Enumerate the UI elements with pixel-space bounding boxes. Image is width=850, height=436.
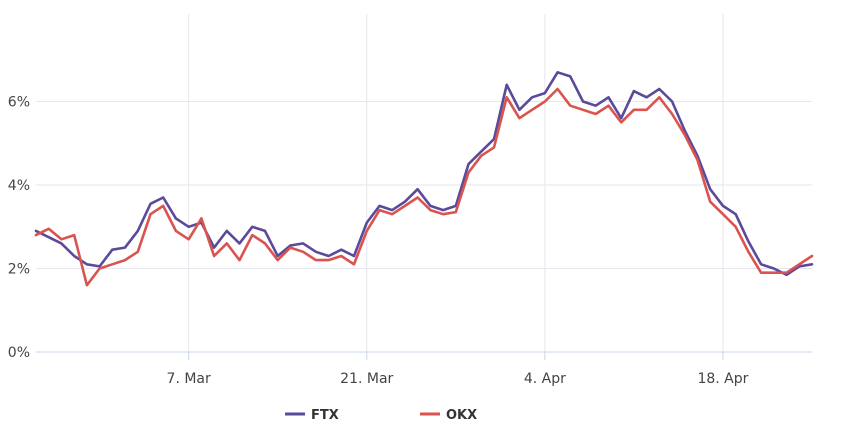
x-tick-label: 7. Mar [167,371,211,387]
y-axis: 0% 2% 4% 6% [8,95,30,362]
x-tick-label: 4. Apr [524,371,566,387]
x-tick-label: 21. Mar [340,371,393,387]
y-tick-label: 2% [8,262,30,278]
legend-label: OKX [446,408,477,423]
y-tick-label: 6% [8,95,30,111]
gridlines [36,14,812,352]
legend-label: FTX [311,408,339,423]
x-axis: 7. Mar 21. Mar 4. Apr 18. Apr [36,351,812,387]
series-lines [34,71,814,287]
legend-item-ftx[interactable]: FTX [285,408,339,423]
legend[interactable]: FTX OKX [285,408,477,423]
legend-item-okx[interactable]: OKX [420,408,477,423]
series-line-okx[interactable] [34,87,814,287]
y-tick-label: 4% [8,178,30,194]
series-line-ftx[interactable] [34,71,814,277]
y-tick-label: 0% [8,345,30,361]
x-tick-label: 18. Apr [697,371,748,387]
